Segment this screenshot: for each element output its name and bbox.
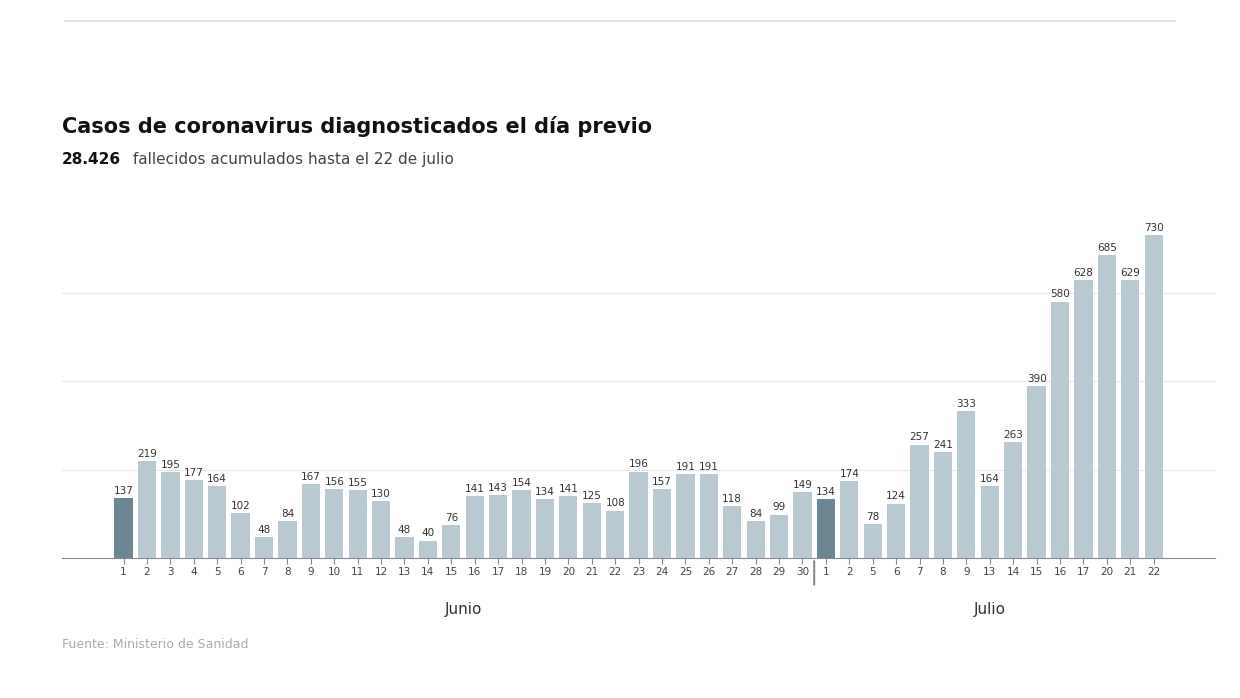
Text: 102: 102 [231,501,250,511]
Text: Casos de coronavirus diagnosticados el día previo: Casos de coronavirus diagnosticados el d… [62,116,652,137]
Text: 124: 124 [887,491,906,501]
Text: 118: 118 [723,494,743,504]
Bar [1121,280,1140,558]
Bar [138,461,156,558]
Text: 78: 78 [866,512,879,521]
Bar [606,511,624,558]
Text: 40: 40 [422,528,434,538]
Text: 125: 125 [582,491,601,501]
Text: 257: 257 [910,433,930,443]
Bar [699,474,718,558]
Text: 333: 333 [956,399,976,409]
Text: 629: 629 [1120,268,1140,278]
Bar [301,484,320,558]
Text: 685: 685 [1097,243,1117,253]
Text: 84: 84 [280,509,294,519]
Bar [841,482,858,558]
Text: Fuente: Ministerio de Sanidad: Fuente: Ministerio de Sanidad [62,638,248,651]
Bar [348,490,367,558]
Bar [372,501,391,558]
Bar [957,411,976,558]
Text: 48: 48 [258,525,270,535]
Text: 143: 143 [489,483,508,493]
Bar [653,489,671,558]
Text: 628: 628 [1074,268,1094,279]
Text: 219: 219 [138,450,157,459]
Bar [817,499,835,558]
Text: 167: 167 [301,473,321,482]
Bar [630,472,647,558]
Text: 730: 730 [1143,223,1163,233]
Bar [746,521,765,558]
Text: 137: 137 [114,486,134,496]
Text: 174: 174 [839,469,859,479]
Text: 28.426: 28.426 [62,152,122,167]
Bar [863,524,882,558]
Text: 149: 149 [792,480,812,490]
Text: 130: 130 [371,489,391,498]
Text: 154: 154 [512,478,532,488]
Bar [536,499,554,558]
Bar [419,541,436,558]
Bar [559,496,578,558]
Bar [278,521,296,558]
Bar [1028,386,1045,558]
Text: 108: 108 [605,498,625,508]
Bar [443,525,460,558]
Bar [114,498,133,558]
Text: 580: 580 [1050,290,1070,299]
Bar [465,496,484,558]
Bar [910,445,929,558]
Text: 157: 157 [652,477,672,487]
Text: 196: 196 [629,459,649,470]
Text: 134: 134 [816,487,836,497]
Text: fallecidos acumulados hasta el 22 de julio: fallecidos acumulados hasta el 22 de jul… [128,152,454,167]
Text: 48: 48 [398,525,412,535]
Text: 84: 84 [749,509,763,519]
Bar [185,480,203,558]
Bar [255,537,273,558]
Text: 263: 263 [1003,430,1023,440]
Bar [583,503,601,558]
Bar [396,537,414,558]
Text: 134: 134 [534,487,554,497]
Bar [676,474,694,558]
Bar [1145,235,1163,558]
Bar [723,506,742,558]
Bar [232,513,249,558]
Text: 155: 155 [347,477,367,488]
Bar [1097,255,1116,558]
Text: 195: 195 [160,460,180,470]
Bar [1074,281,1092,558]
Text: 191: 191 [676,461,696,472]
Text: 99: 99 [773,503,786,512]
Bar [981,486,999,558]
Bar [1050,302,1069,558]
Bar [208,486,227,558]
Text: 141: 141 [558,484,578,493]
Bar [770,514,789,558]
Bar [1004,442,1022,558]
Bar [512,490,531,558]
Text: 191: 191 [699,461,719,472]
Text: 241: 241 [932,440,952,450]
Text: 177: 177 [184,468,203,478]
Text: Junio: Junio [444,602,481,617]
Bar [887,503,905,558]
Text: 76: 76 [445,512,458,523]
Bar [161,472,180,558]
Text: 164: 164 [980,474,999,484]
Text: 164: 164 [207,474,227,484]
Bar [489,495,507,558]
Bar [325,489,343,558]
Bar [934,452,952,558]
Text: 156: 156 [325,477,345,487]
Text: 390: 390 [1027,373,1047,384]
Bar [794,493,812,558]
Text: 141: 141 [465,484,485,493]
Text: Julio: Julio [973,602,1006,617]
